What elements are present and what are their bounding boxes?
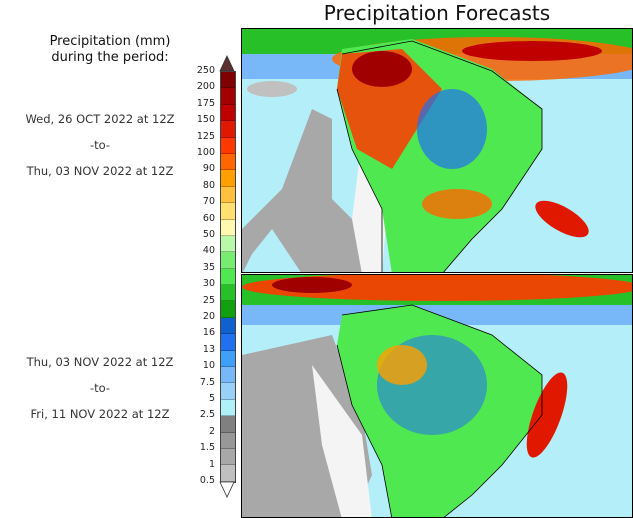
colorbar-label: 5 xyxy=(208,393,215,404)
colorbar-label: 150 xyxy=(196,114,215,126)
colorbar-segment xyxy=(221,268,235,286)
colorbar-label: 70 xyxy=(202,196,215,208)
colorbar-label: 2 xyxy=(208,425,215,437)
colorbar-segment xyxy=(221,153,235,171)
colorbar-segment xyxy=(221,432,235,449)
colorbar-label: 60 xyxy=(202,212,215,224)
colorbar-segment xyxy=(221,121,235,138)
period-1-start: Wed, 26 OCT 2022 at 12Z xyxy=(25,112,175,126)
colorbar-label: 30 xyxy=(202,278,215,290)
colorbar-label: 35 xyxy=(202,261,215,273)
colorbar-segment xyxy=(221,416,235,433)
colorbar-segment xyxy=(221,367,235,384)
colorbar-label: 25 xyxy=(202,294,215,306)
colorbar-segment xyxy=(221,235,235,253)
colorbar-label: 125 xyxy=(196,130,215,142)
colorbar-segment xyxy=(221,137,235,154)
legend-heading-line1: Precipitation (mm) xyxy=(49,34,171,49)
colorbar-segment xyxy=(221,219,235,236)
map-period-2 xyxy=(241,274,633,518)
period-2-start: Thu, 03 NOV 2022 at 12Z xyxy=(26,355,174,369)
colorbar-label: 16 xyxy=(202,327,215,339)
colorbar-label: 80 xyxy=(202,179,215,191)
colorbar-label: 50 xyxy=(202,229,215,240)
legend-heading: Precipitation (mm) during the period: xyxy=(20,34,200,66)
colorbar-label: 13 xyxy=(202,343,215,355)
colorbar-segment xyxy=(221,186,235,204)
colorbar xyxy=(220,71,236,483)
colorbar-label: 20 xyxy=(202,311,215,322)
colorbar-segment xyxy=(221,104,235,122)
colorbar-segment xyxy=(221,285,235,302)
period-2-end: Fri, 11 NOV 2022 at 12Z xyxy=(30,407,170,421)
colorbar-label: 40 xyxy=(202,245,215,257)
colorbar-label: 7.5 xyxy=(199,376,215,388)
colorbar-label: 10 xyxy=(202,360,215,372)
colorbar-segment xyxy=(221,170,235,187)
colorbar-label: 2.5 xyxy=(199,409,215,421)
colorbar-segment xyxy=(221,301,235,318)
colorbar-segment xyxy=(221,383,235,400)
colorbar-label: 90 xyxy=(202,163,215,175)
colorbar-label: 1 xyxy=(208,458,215,470)
period-2-label: Thu, 03 NOV 2022 at 12Z -to- Fri, 11 NOV… xyxy=(0,355,200,433)
colorbar-segment xyxy=(221,465,235,482)
colorbar-label: 100 xyxy=(196,147,215,158)
colorbar-label: 1.5 xyxy=(199,442,215,454)
legend-heading-line2: during the period: xyxy=(51,50,169,65)
colorbar-segment xyxy=(221,72,235,89)
colorbar-segment xyxy=(221,448,235,466)
colorbar-segment xyxy=(221,399,235,417)
map-period-1 xyxy=(241,28,633,273)
colorbar-segment xyxy=(221,252,235,269)
colorbar-segment xyxy=(221,317,235,335)
colorbar-under-arrow xyxy=(219,481,235,498)
colorbar-segment xyxy=(221,334,235,351)
colorbar-segment xyxy=(221,88,235,105)
colorbar-over-arrow xyxy=(219,55,235,72)
colorbar-segment xyxy=(221,203,235,220)
precip-map-2 xyxy=(242,275,632,517)
period-2-sep: -to- xyxy=(89,381,111,395)
period-1-end: Thu, 03 NOV 2022 at 12Z xyxy=(26,164,174,178)
colorbar-segment xyxy=(221,350,235,368)
colorbar-label: 200 xyxy=(196,81,215,93)
page-title: Precipitation Forecasts xyxy=(323,1,551,25)
precip-map-1 xyxy=(242,29,632,272)
period-1-sep: -to- xyxy=(89,138,111,152)
period-1-label: Wed, 26 OCT 2022 at 12Z -to- Thu, 03 NOV… xyxy=(0,112,200,190)
colorbar-label: 0.5 xyxy=(199,475,215,486)
colorbar-label: 175 xyxy=(196,97,215,109)
colorbar-label: 250 xyxy=(196,65,215,76)
